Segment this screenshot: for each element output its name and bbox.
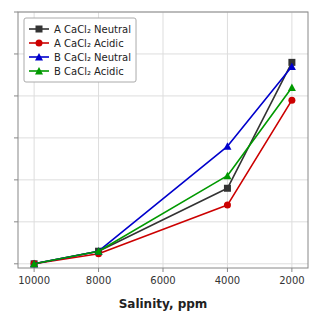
y-tick bbox=[14, 53, 18, 54]
y-grid-line bbox=[18, 95, 308, 96]
chart: 10000 8000 6000 4000 2000 Salinity, ppm A CaCl… bbox=[0, 0, 320, 320]
y-grid-line bbox=[18, 179, 308, 180]
y-tick bbox=[14, 179, 18, 180]
series bbox=[30, 63, 296, 268]
series bbox=[30, 84, 296, 268]
background bbox=[0, 0, 320, 320]
legend-marker bbox=[36, 40, 43, 47]
x-tick-label: 6000 bbox=[150, 275, 175, 286]
series-marker bbox=[30, 260, 38, 268]
legend-label: B CaCl₂ Acidic bbox=[54, 66, 124, 77]
legend-marker bbox=[35, 53, 43, 61]
legend: A CaCl₂ Neutral A CaCl₂ Acidic B CaCl₂ Neu… bbox=[24, 18, 136, 82]
x-tick bbox=[98, 268, 99, 272]
axes: 10000 8000 6000 4000 2000 bbox=[14, 12, 305, 286]
y-tick bbox=[14, 12, 18, 13]
y-tick bbox=[14, 137, 18, 138]
x-tick-label: 4000 bbox=[215, 275, 240, 286]
series-group bbox=[30, 59, 296, 267]
legend-box bbox=[24, 18, 136, 82]
series-line bbox=[34, 67, 292, 264]
x-tick bbox=[291, 268, 292, 272]
y-tick bbox=[14, 221, 18, 222]
y-tick bbox=[14, 95, 18, 96]
x-tick-label: 8000 bbox=[86, 275, 111, 286]
legend-marker bbox=[36, 26, 43, 33]
legend-label: A CaCl₂ Neutral bbox=[54, 24, 131, 35]
x-grid-line bbox=[227, 12, 228, 268]
grid bbox=[18, 12, 308, 268]
series-marker bbox=[288, 63, 296, 71]
series-marker bbox=[224, 202, 231, 209]
x-tick bbox=[227, 268, 228, 272]
x-tick-label: 10000 bbox=[18, 275, 50, 286]
y-tick bbox=[14, 263, 18, 264]
series-marker bbox=[223, 172, 231, 180]
series-marker bbox=[95, 247, 103, 255]
series-line bbox=[34, 88, 292, 264]
plot-frame bbox=[18, 12, 308, 268]
x-axis-label: Salinity, ppm bbox=[119, 297, 208, 311]
x-tick bbox=[34, 268, 35, 272]
y-grid-line bbox=[18, 221, 308, 222]
legend-marker bbox=[35, 67, 43, 75]
x-grid-line bbox=[291, 12, 292, 268]
series-line bbox=[34, 62, 292, 263]
y-grid-line bbox=[18, 137, 308, 138]
y-grid-line bbox=[18, 263, 308, 264]
series-line bbox=[34, 100, 292, 264]
series-marker bbox=[223, 142, 231, 150]
x-tick-label: 2000 bbox=[279, 275, 304, 286]
legend-label: A CaCl₂ Acidic bbox=[54, 38, 124, 49]
series-marker bbox=[224, 185, 231, 192]
x-tick bbox=[163, 268, 164, 272]
series-marker bbox=[288, 97, 295, 104]
series bbox=[31, 59, 296, 267]
series-marker bbox=[288, 84, 296, 92]
series bbox=[31, 97, 296, 268]
legend-label: B CaCl₂ Neutral bbox=[54, 52, 131, 63]
